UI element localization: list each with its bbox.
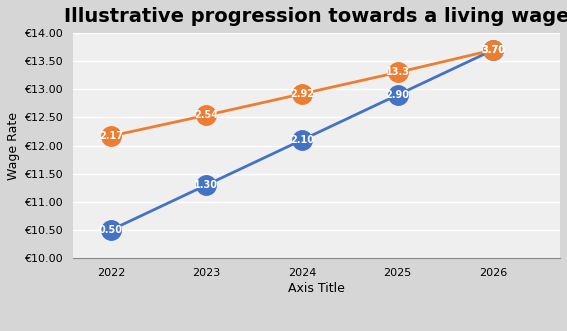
Progression to LW [299, 138, 306, 142]
60% Median [490, 48, 497, 52]
Text: 0.50: 0.50 [99, 225, 123, 235]
Progression to LW [203, 183, 210, 187]
Title: Illustrative progression towards a living wage: Illustrative progression towards a livin… [64, 7, 567, 26]
Text: 13.3: 13.3 [386, 68, 409, 77]
Progression to LW [107, 228, 114, 232]
Text: 3.70: 3.70 [481, 45, 505, 55]
Text: 1.30: 1.30 [194, 180, 218, 190]
Line: Progression to LW: Progression to LW [101, 40, 503, 240]
Y-axis label: Wage Rate: Wage Rate [7, 112, 20, 180]
Line: 60% Median: 60% Median [101, 40, 503, 146]
Text: 2.90: 2.90 [386, 90, 409, 100]
Progression to LW [490, 48, 497, 52]
Progression to LW [394, 93, 401, 97]
60% Median [203, 113, 210, 117]
60% Median [394, 71, 401, 74]
X-axis label: Axis Title: Axis Title [288, 282, 345, 295]
Text: 2.54: 2.54 [194, 110, 218, 120]
Text: 2.92: 2.92 [290, 89, 314, 99]
Text: 3.70: 3.70 [481, 45, 505, 55]
60% Median [299, 92, 306, 96]
60% Median [107, 134, 114, 138]
Text: 2.17: 2.17 [99, 131, 123, 141]
Text: 2.10: 2.10 [290, 135, 314, 145]
